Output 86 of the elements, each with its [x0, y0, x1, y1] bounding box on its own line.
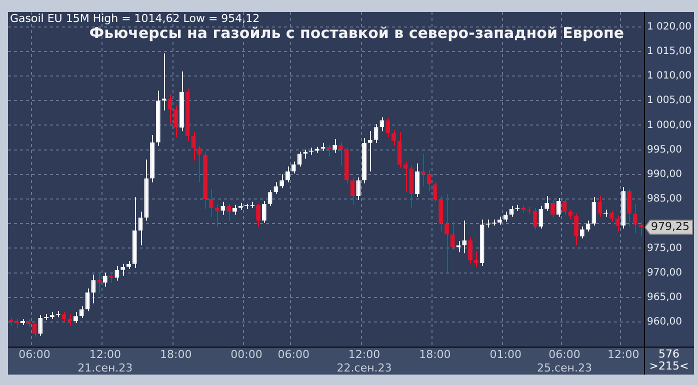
candlestick	[291, 161, 296, 174]
candlestick	[97, 272, 102, 294]
candlestick	[420, 153, 426, 187]
y-tick-label: 960,00	[647, 316, 682, 328]
candlestick	[256, 203, 260, 228]
candlestick	[556, 198, 561, 218]
candlestick	[468, 236, 472, 264]
x-tick-label: 06:00 25.сен.23	[537, 348, 592, 374]
candlestick	[174, 104, 178, 138]
candlestick	[609, 210, 614, 222]
candlestick	[114, 265, 120, 282]
chart-subtitle: Gasoil EU 15M High = 1014,62 Low = 954,12	[10, 12, 260, 25]
candlestick	[638, 221, 644, 237]
candlestick	[627, 188, 632, 228]
candlestick	[120, 263, 126, 276]
text: Фьючерсы на газойль с поставкой в северо-западной Европе	[89, 24, 624, 42]
candlestick	[268, 190, 272, 206]
candlestick	[550, 199, 555, 218]
candlestick	[474, 250, 478, 268]
candlestick	[274, 182, 278, 195]
text: 576	[658, 347, 680, 360]
candlestick	[208, 188, 214, 218]
candlestick	[220, 201, 226, 216]
x-tick-label: 06:00	[278, 348, 310, 362]
x-tick-label: 06:00	[18, 348, 50, 362]
candlestick	[368, 130, 372, 172]
candlestick	[68, 314, 72, 326]
y-tick-label: 970,00	[647, 267, 682, 278]
candlestick	[356, 176, 361, 200]
candlestick	[197, 145, 202, 183]
y-tick-label: 995,00	[647, 144, 682, 156]
candlestick	[232, 204, 237, 216]
candlestick	[280, 174, 284, 189]
y-tick-label: 965,00	[647, 292, 682, 303]
y-tick-label: 1 005,00	[647, 95, 692, 106]
candlestick	[286, 166, 290, 183]
candlestick	[262, 200, 266, 224]
candlestick	[168, 94, 172, 124]
candlestick	[598, 196, 602, 218]
candlestick	[574, 213, 578, 246]
x-tick-label: 12:00 22.сен.23	[336, 348, 392, 374]
candlestick	[392, 130, 396, 146]
candlestick	[438, 196, 444, 232]
x-tick-label: 00:00	[230, 348, 262, 362]
y-tick-label: 985,00	[647, 194, 682, 205]
candlestick	[91, 274, 96, 304]
candlestick	[79, 306, 84, 319]
x-tick-label: 12:00	[608, 348, 640, 362]
candlestick	[38, 314, 43, 336]
candlestick	[332, 138, 338, 154]
x-tick-label: 18:00	[419, 348, 451, 362]
candlestick	[338, 141, 343, 166]
candlestick	[380, 116, 384, 132]
candlestick	[544, 196, 550, 212]
candlestick	[226, 203, 232, 222]
candlestick	[386, 118, 390, 138]
x-tick-label: 18:00	[160, 348, 192, 362]
candlestick	[592, 196, 596, 226]
x-tick-label: 01:00	[490, 348, 522, 362]
y-tick-label: 1 015,00	[647, 46, 692, 57]
candlestick	[532, 207, 538, 230]
y-tick-label: 1 020,00	[647, 21, 692, 32]
candlestick	[326, 144, 332, 158]
candlestick	[432, 182, 438, 202]
candlestick	[374, 124, 378, 144]
x-tick-label: 12:00 21.сен.23	[78, 348, 133, 374]
candlestick	[444, 194, 449, 274]
y-tick-label: 990,00	[647, 168, 682, 180]
candlestick	[632, 203, 638, 234]
candlestick	[450, 221, 455, 251]
text: 979,25	[651, 220, 690, 234]
candlestick	[503, 211, 508, 222]
candlestick	[409, 165, 414, 208]
y-tick-label: 1 010,00	[647, 70, 692, 82]
candlestick	[538, 205, 544, 230]
candlestick	[102, 272, 108, 288]
candlestick	[62, 312, 66, 322]
candlestick	[586, 220, 590, 232]
y-tick-label: 975,00	[647, 242, 682, 254]
y-tick-label: 1 000,00	[647, 120, 692, 131]
text: >215<	[649, 359, 689, 372]
candlestick	[397, 132, 402, 168]
candlestick	[74, 312, 78, 324]
candlestick	[214, 203, 220, 228]
candlestick	[426, 168, 432, 192]
candlestick	[415, 163, 420, 198]
